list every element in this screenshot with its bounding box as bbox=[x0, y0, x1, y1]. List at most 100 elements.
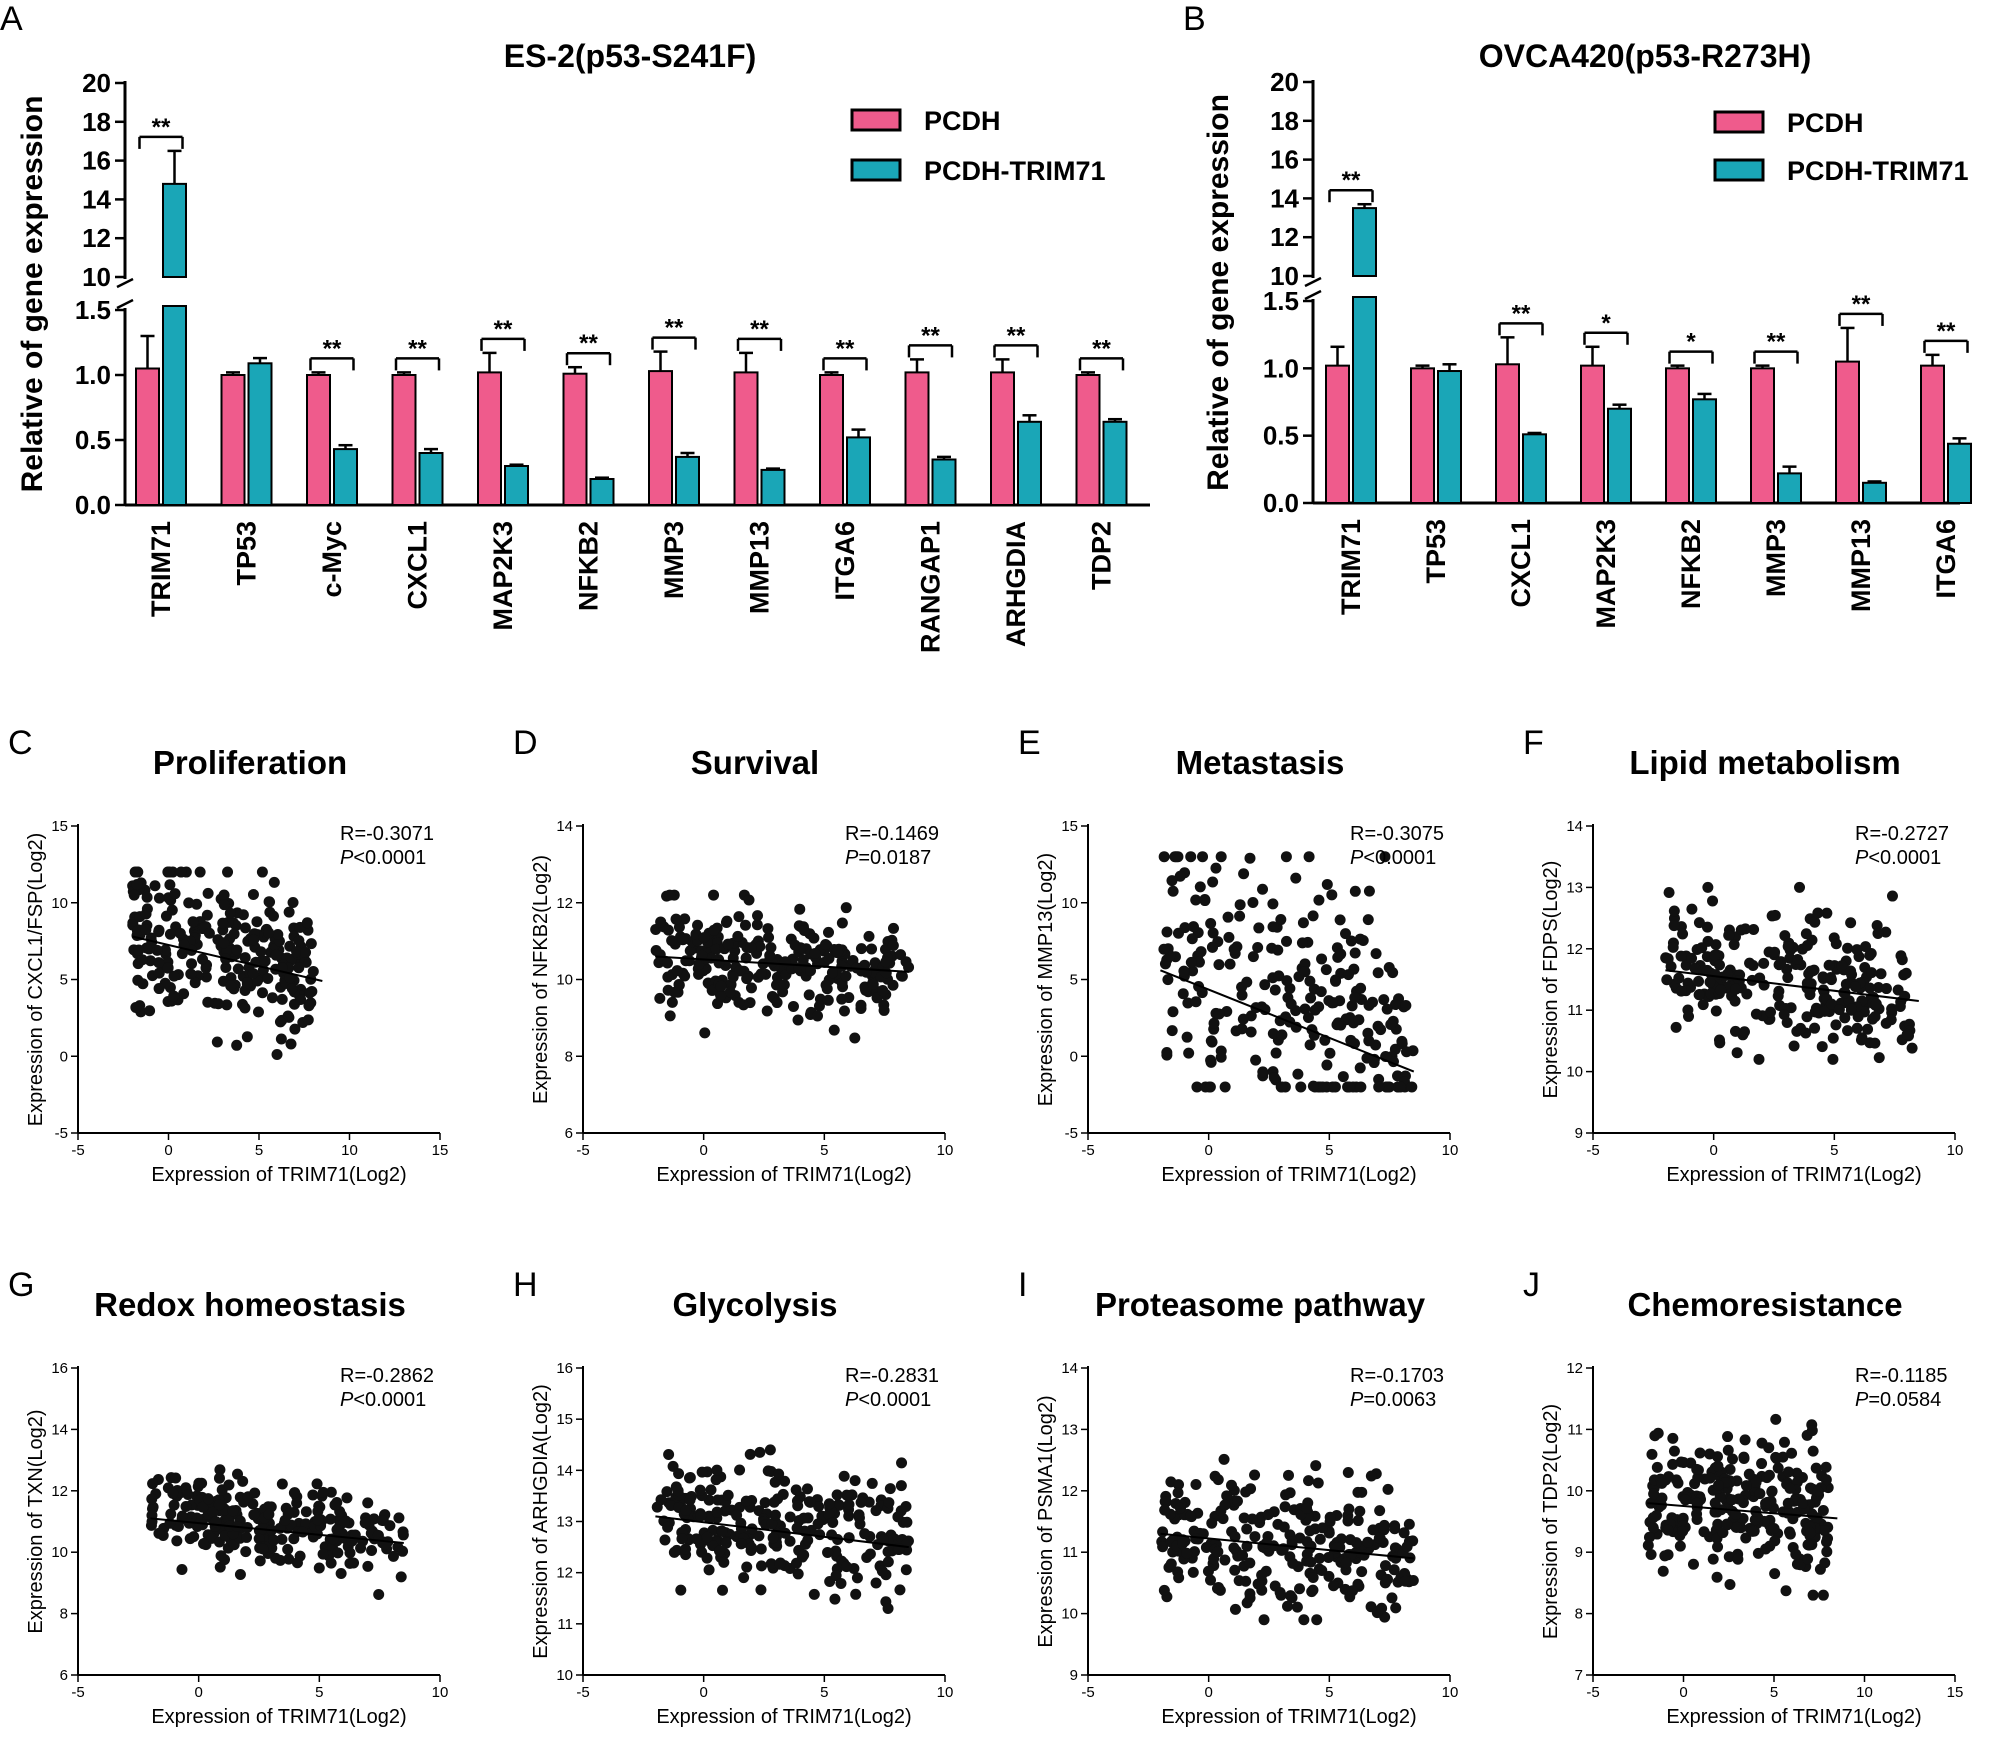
scatter-point bbox=[1187, 1566, 1199, 1578]
scatter-point bbox=[1823, 959, 1835, 971]
scatter-point bbox=[397, 1526, 409, 1538]
scatter-point bbox=[1222, 911, 1234, 923]
scatter-point bbox=[240, 1546, 252, 1558]
scatter-point bbox=[254, 1555, 266, 1567]
scatter-point bbox=[1205, 1054, 1217, 1066]
scatter-point bbox=[355, 1542, 367, 1554]
scatter-point bbox=[877, 1534, 889, 1546]
scatter-point bbox=[696, 949, 708, 961]
scatter-point bbox=[822, 994, 834, 1006]
scatter-point bbox=[348, 1557, 360, 1569]
scatter-point bbox=[302, 1014, 314, 1026]
panel-label: I bbox=[1018, 1266, 1027, 1304]
scatter-panel-g: G Redox homeostasis -5 0 5 10 6 8 10 12 14 16 Expres… bbox=[8, 1266, 448, 1728]
scatter-point bbox=[1659, 1550, 1671, 1562]
x-tick-label: -5 bbox=[1586, 1684, 1599, 1701]
scatter-point bbox=[1281, 1600, 1293, 1612]
category-label: NFKB2 bbox=[574, 521, 604, 611]
scatter-point bbox=[276, 1533, 288, 1545]
scatter-point bbox=[1830, 1019, 1842, 1031]
scatter-point bbox=[1900, 967, 1912, 979]
scatter-point bbox=[1229, 1564, 1241, 1576]
scatter-point bbox=[1712, 1460, 1724, 1472]
scatter-point bbox=[1729, 995, 1741, 1007]
scatter-point bbox=[1702, 881, 1714, 893]
axis-break-mark bbox=[1304, 276, 1322, 288]
scatter-point bbox=[1675, 1456, 1687, 1468]
scatter-point bbox=[1270, 1047, 1282, 1059]
scatter-point bbox=[797, 954, 809, 966]
p-value: P<0.0001 bbox=[1350, 847, 1436, 869]
y-tick-label: 12 bbox=[1566, 1360, 1583, 1377]
x-axis-title: Expression of TRIM71(Log2) bbox=[1666, 1706, 1921, 1728]
bar-pcdh bbox=[990, 371, 1015, 506]
scatter-point bbox=[798, 1512, 810, 1524]
x-tick-label: 10 bbox=[341, 1142, 358, 1159]
bar-pcdh-trim71-upper bbox=[162, 182, 187, 279]
y-tick-label: 0 bbox=[60, 1048, 68, 1065]
scatter-point bbox=[393, 1512, 405, 1524]
scatter-point bbox=[1290, 872, 1302, 884]
scatter-point bbox=[1686, 903, 1698, 915]
scatter-point bbox=[1657, 1565, 1669, 1577]
scatter-point bbox=[809, 948, 821, 960]
scatter-point bbox=[168, 990, 180, 1002]
scatter-point bbox=[1183, 1047, 1195, 1059]
scatter-point bbox=[813, 1501, 825, 1513]
scatter-point bbox=[1173, 1572, 1185, 1584]
scatter-point bbox=[187, 916, 199, 928]
scatter-point bbox=[1299, 966, 1311, 978]
scatter-point bbox=[1280, 851, 1292, 863]
scatter-point bbox=[1810, 1462, 1822, 1474]
scatter-point bbox=[183, 897, 195, 909]
regression-line bbox=[1665, 969, 1919, 1002]
scatter-point bbox=[130, 1001, 142, 1013]
scatter-point bbox=[1258, 1614, 1270, 1626]
scatter-point bbox=[1295, 1081, 1307, 1093]
scatter-point bbox=[1763, 1442, 1775, 1454]
x-tick-label: -5 bbox=[71, 1142, 84, 1159]
scatter-point bbox=[808, 1588, 820, 1600]
scatter-point bbox=[291, 1557, 303, 1569]
scatter-point bbox=[1875, 968, 1887, 980]
bar-pcdh-trim71 bbox=[333, 448, 358, 507]
scatter-point bbox=[1766, 1486, 1778, 1498]
scatter-point bbox=[1268, 1072, 1280, 1084]
p-value: P=0.0063 bbox=[1350, 1389, 1436, 1411]
scatter-point bbox=[1281, 935, 1293, 947]
scatter-point bbox=[263, 1508, 275, 1520]
scatter-point bbox=[1221, 1490, 1233, 1502]
scatter-point bbox=[1403, 1518, 1415, 1530]
scatter-point bbox=[840, 1561, 852, 1573]
scatter-point bbox=[1208, 1017, 1220, 1029]
scatter-point bbox=[1721, 1518, 1733, 1530]
scatter-point bbox=[312, 1505, 324, 1517]
scatter-point bbox=[1287, 1557, 1299, 1569]
scatter-point bbox=[194, 866, 206, 878]
scatter-point bbox=[903, 961, 915, 973]
scatter-point bbox=[1869, 1011, 1881, 1023]
scatter-point bbox=[1376, 1602, 1388, 1614]
scatter-point bbox=[664, 889, 676, 901]
significance-bracket: ** bbox=[565, 330, 612, 366]
scatter-point bbox=[331, 1524, 343, 1536]
scatter-point bbox=[1361, 1052, 1373, 1064]
scatter-point bbox=[661, 957, 673, 969]
bar-pcdh bbox=[1410, 367, 1435, 505]
x-tick-label: 5 bbox=[1830, 1142, 1838, 1159]
scatter-point bbox=[1818, 1005, 1830, 1017]
scatter-point bbox=[1218, 1453, 1230, 1465]
scatter-point bbox=[182, 1488, 194, 1500]
scatter-point bbox=[739, 919, 751, 931]
bar-pcdh bbox=[477, 371, 502, 506]
scatter-point bbox=[791, 1522, 803, 1534]
y-tick-label: 9 bbox=[1575, 1125, 1583, 1142]
scatter-point bbox=[659, 1534, 671, 1546]
scatter-point bbox=[901, 1516, 913, 1528]
scatter-point bbox=[851, 1572, 863, 1584]
x-tick-label: 0 bbox=[699, 1684, 707, 1701]
scatter-point bbox=[1782, 940, 1794, 952]
scatter-point bbox=[1240, 1575, 1252, 1587]
scatter-point bbox=[1802, 1539, 1814, 1551]
scatter-point bbox=[283, 906, 295, 918]
